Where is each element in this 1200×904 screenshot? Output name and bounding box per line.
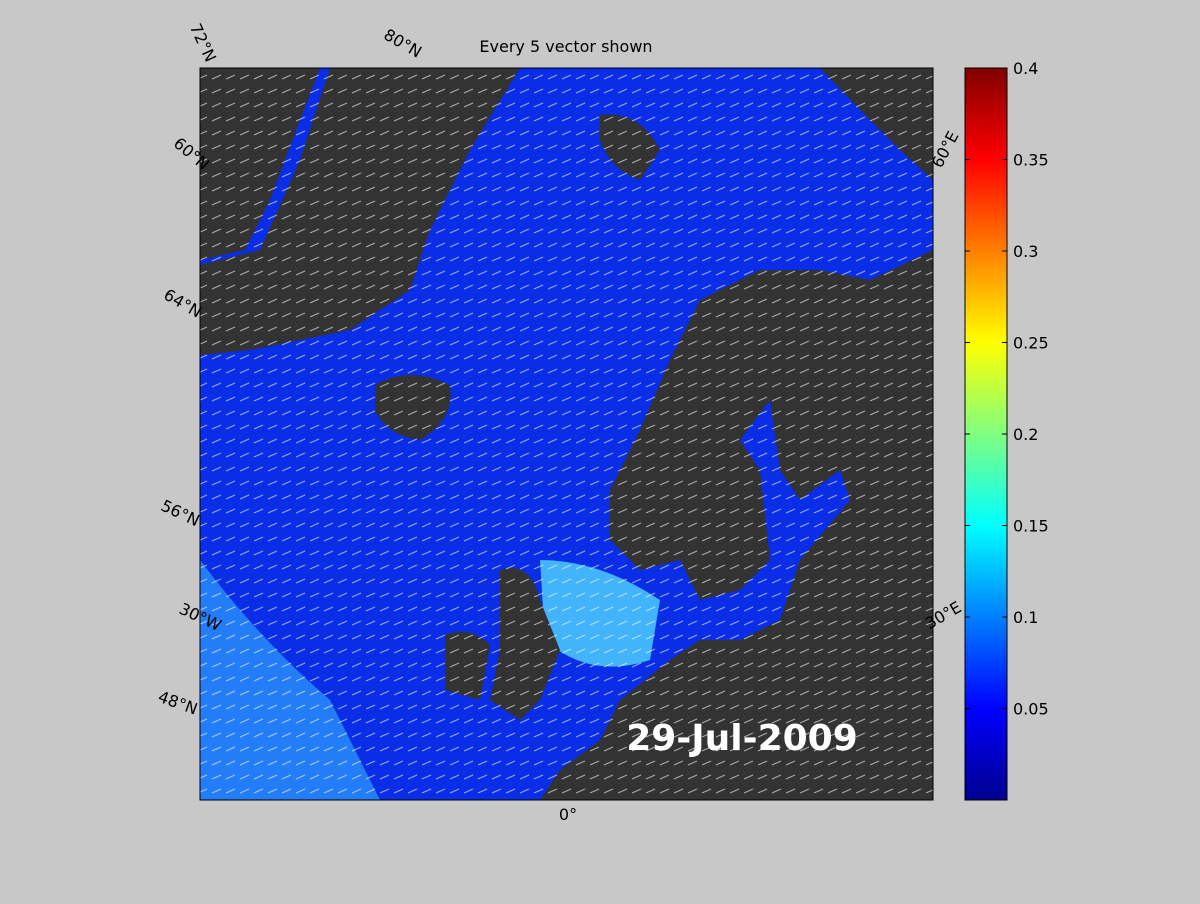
colorbar-tick-label: 0.2: [1013, 425, 1038, 444]
colorbar-tick-label: 0.1: [1013, 608, 1038, 627]
vector-field: [200, 68, 933, 800]
map-frame: [199, 67, 934, 801]
colorbar-tick-label: 0.05: [1013, 700, 1049, 719]
graticule-label: 0°: [559, 805, 577, 824]
map: [199, 67, 934, 801]
colorbar: 0.05 0.1 0.15 0.2 0.25 0.3 0.35 0.4: [964, 59, 1049, 801]
colorbar-scale: [964, 67, 1008, 801]
title: Every 5 vector shown: [479, 37, 652, 56]
colorbar-tick-label: 0.4: [1013, 59, 1038, 78]
colorbar-tick-label: 0.15: [1013, 517, 1049, 536]
date-label: 29-Jul-2009: [626, 718, 858, 759]
colorbar-tick-label: 0.3: [1013, 242, 1038, 261]
colorbar-tick-label: 0.35: [1013, 151, 1049, 170]
colorbar-tick-label: 0.25: [1013, 334, 1049, 353]
